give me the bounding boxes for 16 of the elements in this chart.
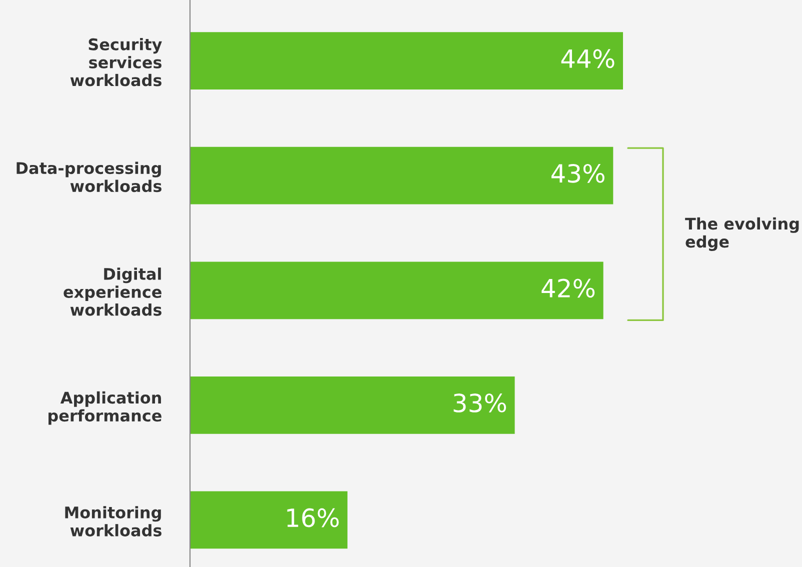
y-tick-label: Monitoring workloads xyxy=(65,506,162,536)
data-label: 44% xyxy=(561,49,614,68)
y-tick-label: Security services workloads xyxy=(70,38,162,86)
data-label: 42% xyxy=(542,278,595,298)
bar xyxy=(190,262,604,320)
y-tick-label: Digital experience workloads xyxy=(64,268,162,316)
bar xyxy=(190,376,515,434)
bar xyxy=(190,146,614,204)
bar xyxy=(190,491,348,549)
data-label: 33% xyxy=(454,394,506,412)
y-tick-label: Data-processing workloads xyxy=(16,162,162,192)
y-tick-label: Application performance xyxy=(48,391,162,425)
bar xyxy=(190,32,623,90)
data-label: 43% xyxy=(551,164,604,183)
text: The evolving edge xyxy=(685,217,799,251)
data-label: 16% xyxy=(287,508,339,528)
